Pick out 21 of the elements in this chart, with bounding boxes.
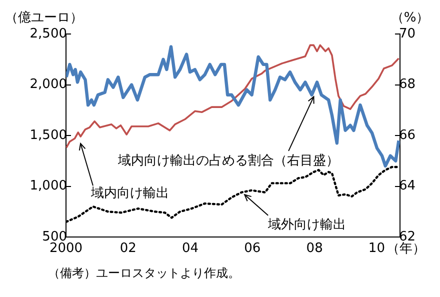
x-tick-label: 04 (182, 241, 199, 256)
annotation: 域内向け輸出の占める割合（右目盛） (117, 153, 340, 168)
y-tick-label: 2,000 (30, 77, 67, 92)
y2-tick-label: 70 (399, 26, 416, 42)
y-tick-label: 1,500 (30, 128, 67, 143)
x-axis-title: （年） (386, 241, 426, 256)
y2-axis-title: （%） (390, 10, 430, 26)
y2-tick-label: 64 (399, 178, 416, 194)
y2-tick-label: 68 (399, 77, 416, 92)
y-tick-label: 2,500 (30, 26, 67, 42)
y-tick-label: 1,000 (30, 178, 67, 194)
x-tick-label: 2000 (49, 241, 83, 256)
y-axis-title: （億ユーロ） (5, 10, 83, 26)
x-tick-label: 02 (120, 241, 136, 256)
y2-tick-label: 66 (399, 128, 416, 143)
x-tick-label: 08 (306, 241, 323, 256)
x-tick-label: 10 (368, 241, 385, 256)
annotation: 域内向け輸出 (90, 186, 169, 201)
x-tick-label: 06 (244, 241, 261, 256)
annotation: 域外向け輸出 (267, 218, 346, 233)
text: （備考）ユーロスタットより作成。 (48, 265, 241, 282)
